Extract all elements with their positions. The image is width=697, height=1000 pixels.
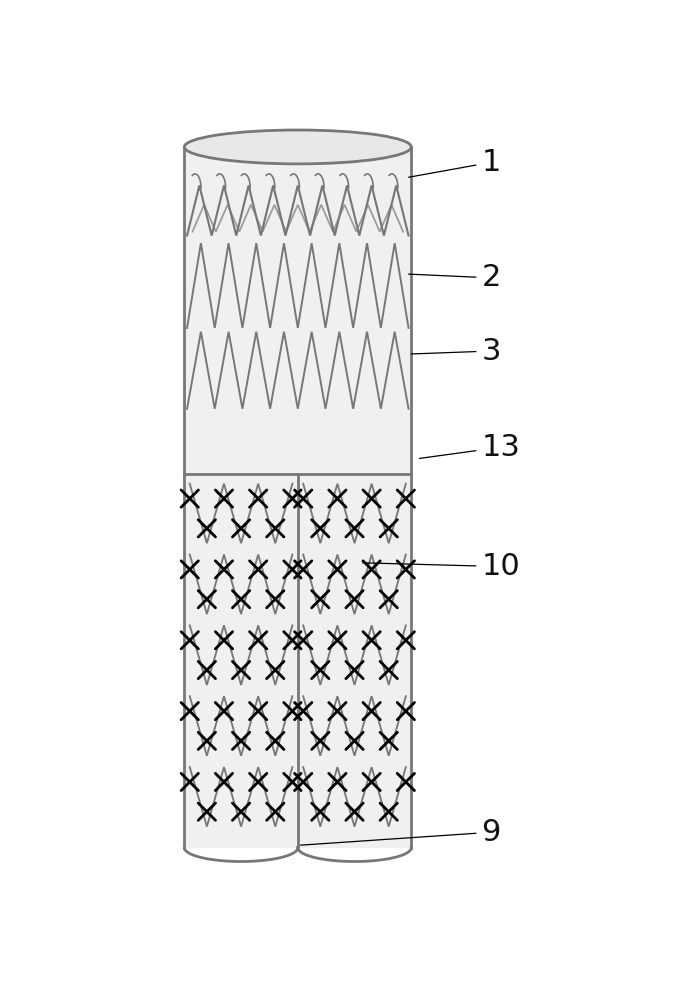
Text: 1: 1 [408,148,501,177]
Text: 2: 2 [408,263,501,292]
Bar [184,147,411,474]
Bar [298,474,411,848]
Text: 9: 9 [300,818,501,847]
Text: 10: 10 [362,552,520,581]
Ellipse shape [185,130,411,164]
Text: 13: 13 [420,433,521,462]
Bar [184,474,298,848]
Text: 3: 3 [411,336,501,365]
